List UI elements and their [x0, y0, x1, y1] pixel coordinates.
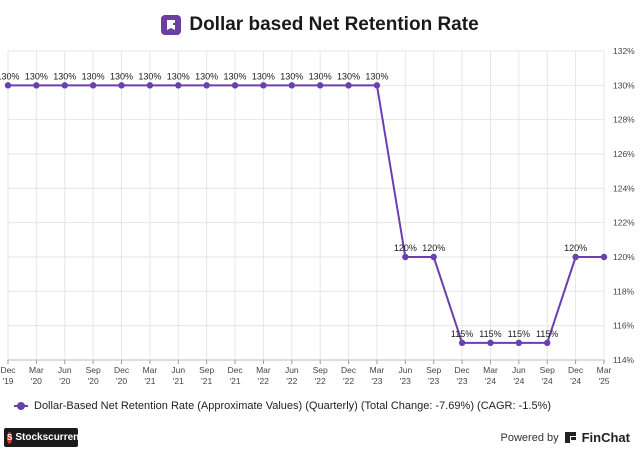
data-label: 130%: [365, 71, 388, 81]
x-tick-label: Jun '23: [398, 365, 412, 386]
x-tick-label: Mar '25: [597, 365, 612, 386]
data-label: 130%: [82, 71, 105, 81]
data-label: 130%: [25, 71, 48, 81]
x-tick-label: Sep '23: [426, 365, 441, 386]
x-tick-label: Sep '20: [86, 365, 101, 386]
data-point: [402, 253, 409, 261]
y-tick-label: 124%: [613, 183, 635, 193]
chart-legend[interactable]: Dollar-Based Net Retention Rate (Approxi…: [14, 400, 634, 412]
data-point: [345, 82, 352, 89]
x-tick-label: Sep '24: [540, 365, 555, 386]
x-tick-label: Dec '20: [114, 365, 130, 386]
x-tick-label: Dec '22: [341, 365, 357, 386]
data-point: [600, 253, 608, 261]
data-point: [316, 82, 324, 89]
x-tick-label: Mar '23: [370, 365, 385, 386]
y-tick-label: 126%: [613, 149, 635, 159]
data-label: 130%: [309, 71, 332, 81]
data-label: 130%: [337, 71, 360, 81]
y-tick-label: 116%: [613, 321, 635, 331]
data-label: 115%: [479, 329, 501, 339]
x-tick-label: Sep '22: [313, 365, 328, 386]
chart-header: Dollar based Net Retention Rate: [0, 10, 640, 40]
data-label: 130%: [252, 71, 275, 81]
stockscurrent-wordmark: Stockscurrent: [15, 432, 83, 443]
data-label: 130%: [138, 71, 161, 81]
data-label: 130%: [167, 71, 190, 81]
legend-marker-icon: [14, 401, 28, 411]
data-point: [175, 82, 182, 89]
data-label: 115%: [536, 329, 558, 339]
y-tick-label: 114%: [613, 355, 635, 365]
legend-label: Dollar-Based Net Retention Rate (Approxi…: [34, 400, 551, 412]
data-point: [146, 82, 154, 89]
data-point: [33, 82, 40, 89]
y-tick-label: 130%: [613, 80, 635, 90]
data-point: [458, 339, 466, 347]
y-tick-label: 128%: [613, 115, 635, 125]
series-line: [8, 84, 604, 344]
data-point: [89, 82, 97, 89]
data-point: [515, 339, 523, 347]
finchat-wordmark: FinChat: [581, 430, 630, 445]
data-label: 130%: [195, 71, 218, 81]
data-point: [61, 82, 68, 89]
x-tick-label: Jun '21: [171, 365, 185, 386]
x-tick-label: Mar '22: [256, 365, 271, 386]
y-tick-label: 122%: [613, 218, 635, 228]
data-label: 130%: [0, 71, 20, 81]
data-point: [430, 253, 437, 261]
data-label: 115%: [451, 329, 473, 339]
x-tick-label: Jun '22: [285, 365, 299, 386]
y-tick-label: 120%: [613, 252, 635, 262]
data-label: 120%: [422, 243, 445, 253]
data-point: [487, 339, 494, 347]
data-point: [118, 82, 125, 89]
stockscurrent-logo: S Stockscurrent: [4, 428, 83, 447]
data-point: [4, 82, 12, 89]
powered-by: Powered by FinChat: [501, 430, 630, 445]
data-point: [572, 253, 579, 261]
x-tick-label: Sep '21: [199, 365, 214, 386]
stockscurrent-icon: S: [7, 431, 13, 444]
data-label: 120%: [564, 243, 587, 253]
data-label: 130%: [53, 71, 76, 81]
data-label: 130%: [110, 71, 133, 81]
x-tick-label: Dec '19: [0, 365, 16, 386]
data-point: [231, 82, 239, 89]
x-tick-label: Mar '20: [29, 365, 44, 386]
x-tick-label: Jun '24: [512, 365, 526, 386]
x-tick-label: Mar '21: [143, 365, 158, 386]
powered-by-label: Powered by: [500, 431, 559, 444]
x-tick-label: Dec '23: [455, 365, 471, 386]
data-point: [203, 82, 210, 89]
chart-title: Dollar based Net Retention Rate: [189, 14, 479, 35]
x-tick-label: Dec '21: [227, 365, 243, 386]
x-tick-label: Dec '24: [568, 365, 584, 386]
x-tick-label: Mar '24: [483, 365, 498, 386]
data-label: 130%: [280, 71, 303, 81]
data-point: [373, 82, 381, 89]
y-tick-label: 118%: [613, 286, 635, 296]
data-label: 115%: [508, 329, 530, 339]
data-point: [260, 82, 267, 89]
finchat-icon: [564, 432, 576, 443]
data-label: 120%: [394, 243, 417, 253]
data-point: [288, 82, 296, 89]
data-point: [544, 339, 551, 347]
x-tick-label: Jun '20: [58, 365, 72, 386]
y-tick-label: 132%: [613, 46, 635, 56]
data-label: 130%: [224, 71, 247, 81]
brand-logo-icon: [161, 15, 182, 35]
